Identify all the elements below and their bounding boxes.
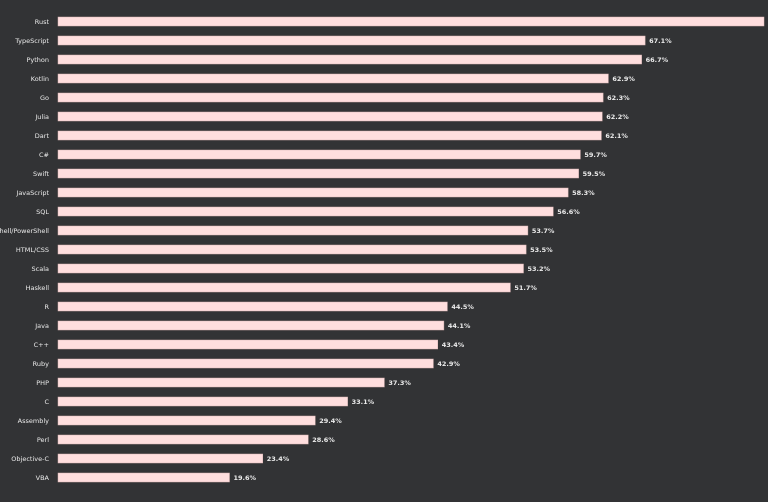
category-label-javascript: JavaScript (15, 189, 49, 197)
value-label-javascript: 58.3% (572, 189, 595, 197)
value-label-php: 37.3% (388, 379, 411, 387)
value-label-dart: 62.1% (605, 132, 628, 140)
bar-kotlin (57, 73, 609, 84)
value-label-bash-shell-powershell: 53.7% (532, 227, 555, 235)
category-label-r: R (44, 303, 49, 311)
value-label-julia: 62.2% (606, 113, 629, 121)
bar-perl (57, 434, 309, 445)
value-label-assembly: 29.4% (319, 417, 342, 425)
bar-html-css (57, 244, 527, 255)
value-label-java: 44.1% (448, 322, 471, 330)
category-label-objective-c: Objective-C (11, 455, 49, 463)
value-label-go: 62.3% (607, 94, 630, 102)
value-label-swift: 59.5% (583, 170, 606, 178)
bar-julia (57, 111, 603, 122)
bar-typescript (57, 35, 646, 46)
value-label-perl: 28.6% (312, 436, 335, 444)
category-label-bash-shell-powershell: Bash/Shell/PowerShell (0, 227, 49, 235)
bar-haskell (57, 282, 511, 293)
value-label-html-css: 53.5% (530, 246, 553, 254)
value-label-sql: 56.6% (557, 208, 580, 216)
category-label-haskell: Haskell (26, 284, 50, 292)
category-label-python: Python (26, 56, 49, 64)
bar-scala (57, 263, 524, 274)
bar-dart (57, 130, 602, 141)
value-label-typescript: 67.1% (649, 37, 672, 45)
category-label-swift: Swift (33, 170, 49, 178)
value-label-c: 33.1% (352, 398, 375, 406)
bar-python (57, 54, 642, 65)
bar-vba (57, 472, 230, 483)
value-label-c: 59.7% (584, 151, 607, 159)
category-label-scala: Scala (32, 265, 49, 273)
category-label-julia: Julia (34, 113, 49, 121)
value-label-python: 66.7% (646, 56, 669, 64)
bar-php (57, 377, 385, 388)
bars-layer (57, 16, 765, 483)
category-label-html-css: HTML/CSS (16, 246, 49, 254)
bar-sql (57, 206, 554, 217)
bar-c (57, 396, 348, 407)
category-label-c: C# (39, 151, 49, 159)
category-label-kotlin: Kotlin (31, 75, 49, 83)
value-label-haskell: 51.7% (514, 284, 537, 292)
bar-objective-c (57, 453, 263, 464)
value-label-c: 43.4% (442, 341, 465, 349)
category-label-ruby: Ruby (33, 360, 49, 368)
bar-c (57, 339, 438, 350)
bar-rust (57, 16, 765, 27)
category-labels: Rust TypeScript Python Kotlin Go Julia Dart C# S… (0, 18, 50, 482)
category-label-php: PHP (36, 379, 49, 387)
category-label-vba: VBA (36, 474, 50, 482)
category-label-typescript: TypeScript (14, 37, 49, 45)
category-label-sql: SQL (36, 208, 49, 216)
bar-assembly (57, 415, 316, 426)
bar-go (57, 92, 604, 103)
value-label-r: 44.5% (451, 303, 474, 311)
value-label-objective-c: 23.4% (267, 455, 290, 463)
value-labels: 67.1% 66.7% 62.9% 62.3% 62.2% 62.1% 59.7% 59.5%… (234, 37, 673, 482)
category-label-rust: Rust (35, 18, 50, 26)
value-label-ruby: 42.9% (437, 360, 460, 368)
category-label-perl: Perl (37, 436, 49, 444)
bar-swift (57, 168, 579, 179)
category-label-dart: Dart (35, 132, 50, 140)
value-label-vba: 19.6% (234, 474, 257, 482)
bar-ruby (57, 358, 434, 369)
category-label-assembly: Assembly (18, 417, 49, 425)
category-label-c: C (44, 398, 49, 406)
value-label-kotlin: 62.9% (612, 75, 635, 83)
bar-java (57, 320, 445, 331)
category-label-go: Go (40, 94, 49, 102)
bar-r (57, 301, 448, 312)
value-label-scala: 53.2% (528, 265, 551, 273)
category-label-java: Java (34, 322, 49, 330)
bar-bash-shell-powershell (57, 225, 529, 236)
bar-c (57, 149, 581, 160)
category-label-c: C++ (34, 341, 49, 349)
bar-javascript (57, 187, 569, 198)
